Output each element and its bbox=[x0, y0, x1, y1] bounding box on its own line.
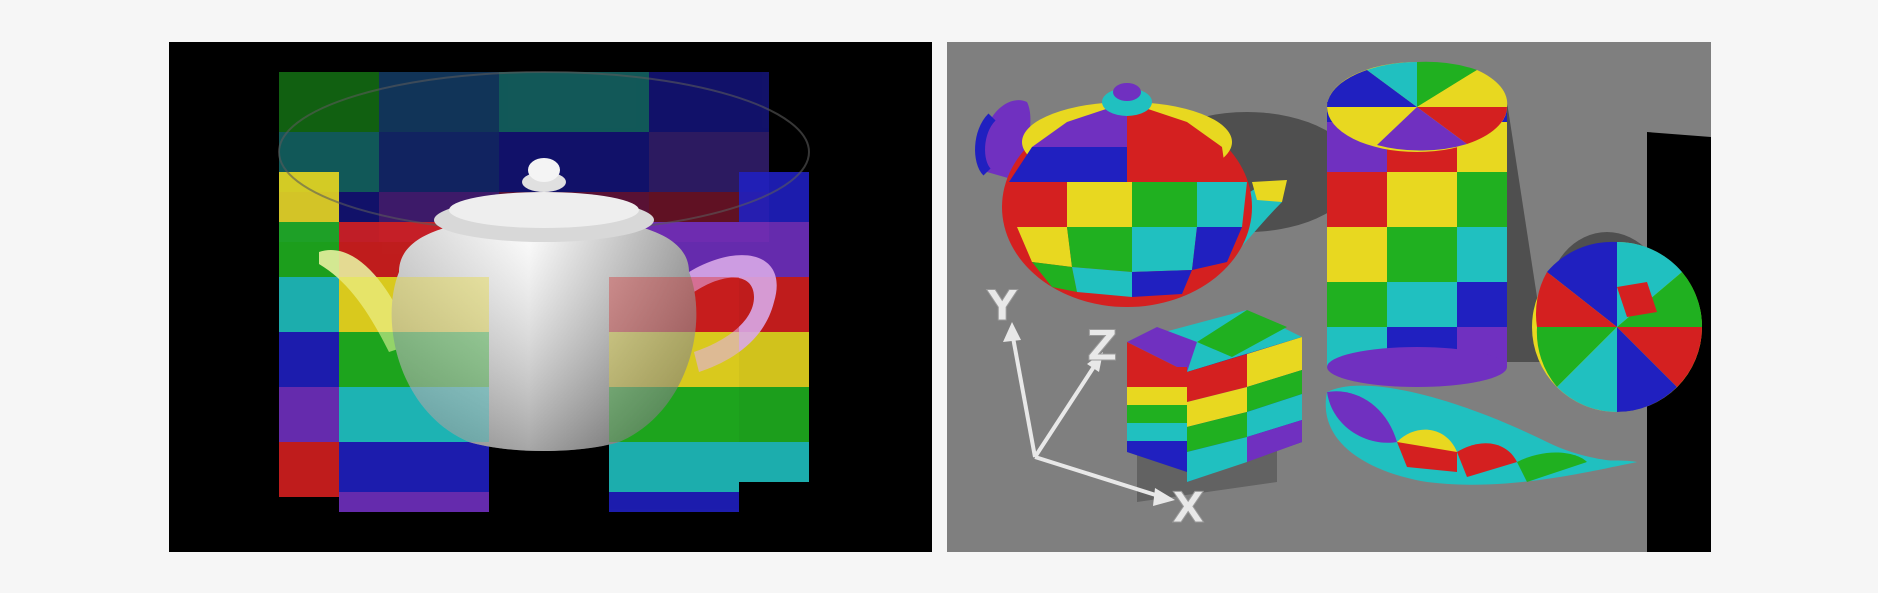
cylinder-teapot-render bbox=[278, 71, 810, 512]
textured-objects-render: Y Z X bbox=[947, 42, 1711, 552]
x-axis-arrow bbox=[1153, 488, 1175, 506]
z-axis-label: Z bbox=[1087, 321, 1117, 370]
teapot-tint-overlay bbox=[339, 277, 739, 442]
y-axis-arrow bbox=[1003, 322, 1021, 342]
teapot-shape bbox=[319, 158, 777, 451]
coordinate-axes bbox=[1003, 322, 1175, 506]
y-axis-line bbox=[1010, 331, 1037, 458]
cylinder-object bbox=[1327, 61, 1508, 387]
right-render-panel: Y Z X bbox=[947, 42, 1711, 552]
y-axis-label: Y bbox=[986, 281, 1018, 330]
x-axis-line bbox=[1034, 455, 1163, 499]
cube-object bbox=[1127, 310, 1302, 482]
z-axis-line bbox=[1033, 360, 1099, 459]
x-axis-label: X bbox=[1172, 483, 1204, 532]
z-axis-arrow bbox=[1087, 352, 1103, 372]
sphere-object bbox=[1532, 241, 1703, 412]
elongated-object bbox=[1325, 385, 1637, 485]
teapot-object bbox=[975, 83, 1287, 307]
left-render-panel bbox=[169, 42, 932, 552]
